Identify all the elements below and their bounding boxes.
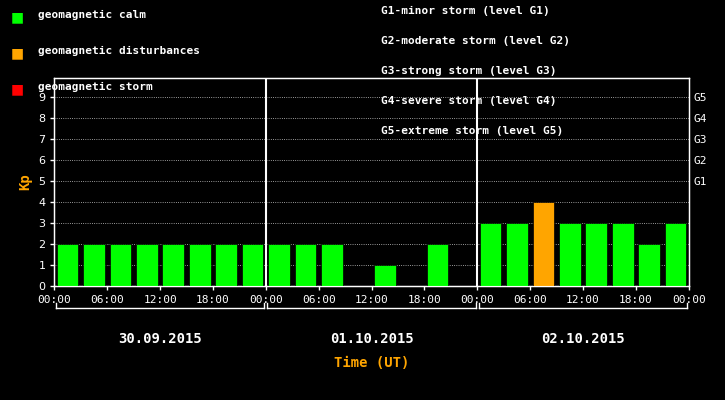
Text: ■: ■ (11, 46, 24, 60)
Bar (480, 223, 502, 286)
Bar (427, 244, 449, 286)
Bar (162, 244, 184, 286)
Bar (136, 244, 158, 286)
Text: Time (UT): Time (UT) (334, 356, 409, 370)
Bar (109, 244, 131, 286)
Bar (268, 244, 290, 286)
Text: geomagnetic disturbances: geomagnetic disturbances (38, 46, 200, 56)
Text: geomagnetic storm: geomagnetic storm (38, 82, 153, 92)
Bar (294, 244, 316, 286)
Text: G1-minor storm (level G1): G1-minor storm (level G1) (381, 6, 550, 16)
Text: G3-strong storm (level G3): G3-strong storm (level G3) (381, 66, 556, 76)
Bar (57, 244, 78, 286)
Y-axis label: Kp: Kp (19, 174, 33, 190)
Bar (241, 244, 263, 286)
Bar (585, 223, 607, 286)
Bar (215, 244, 237, 286)
Text: 30.09.2015: 30.09.2015 (118, 332, 202, 346)
Text: 02.10.2015: 02.10.2015 (541, 332, 625, 346)
Bar (189, 244, 210, 286)
Text: 01.10.2015: 01.10.2015 (330, 332, 413, 346)
Bar (638, 244, 660, 286)
Bar (321, 244, 343, 286)
Text: G5-extreme storm (level G5): G5-extreme storm (level G5) (381, 126, 563, 136)
Text: ■: ■ (11, 82, 24, 96)
Text: ■: ■ (11, 10, 24, 24)
Bar (533, 202, 554, 286)
Text: G4-severe storm (level G4): G4-severe storm (level G4) (381, 96, 556, 106)
Bar (83, 244, 105, 286)
Text: geomagnetic calm: geomagnetic calm (38, 10, 146, 20)
Bar (665, 223, 687, 286)
Bar (506, 223, 528, 286)
Bar (612, 223, 634, 286)
Bar (559, 223, 581, 286)
Text: G2-moderate storm (level G2): G2-moderate storm (level G2) (381, 36, 570, 46)
Bar (374, 265, 396, 286)
